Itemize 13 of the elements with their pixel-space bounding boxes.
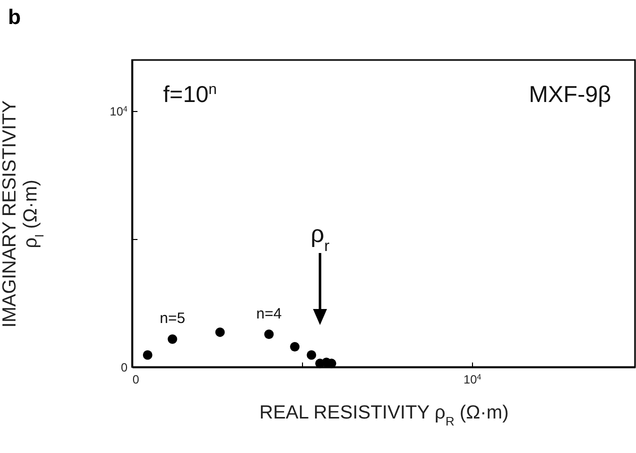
chart-title: b — [8, 6, 21, 29]
point — [264, 330, 274, 339]
annotation: n=4 — [256, 305, 282, 322]
point — [290, 342, 300, 352]
point — [168, 334, 178, 344]
x-axis-title: REAL RESISTIVITY ρ$_{R}$ (Ω·m) — [259, 402, 509, 428]
point — [306, 350, 316, 360]
point — [142, 350, 152, 360]
annotation: f=10$^{n}$ — [163, 80, 217, 107]
annotation: n=5 — [160, 310, 186, 328]
point — [215, 327, 225, 337]
annotation: MXF-9β — [528, 81, 612, 107]
annotation: ρ$_{r}$ — [310, 221, 330, 254]
